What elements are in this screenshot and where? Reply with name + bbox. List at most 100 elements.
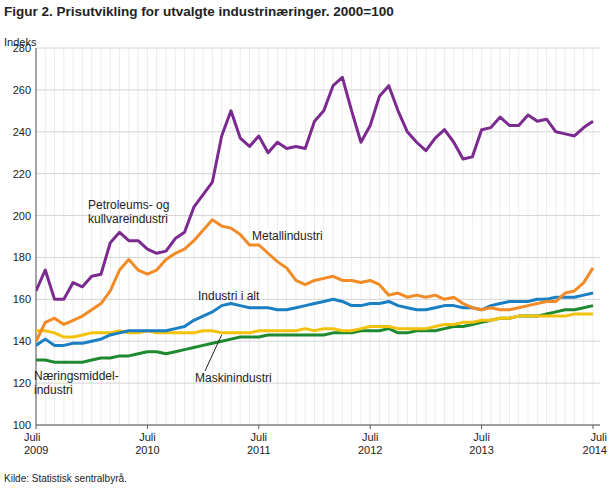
y-grid-line: [36, 173, 600, 174]
x-grid-line: [407, 48, 408, 425]
y-grid-line: [36, 383, 600, 384]
series-label: Petroleums- ogkullvareindustri: [88, 198, 169, 226]
series-label: Metallindustri: [252, 229, 323, 243]
x-tick-label-line: 2010: [135, 444, 159, 456]
x-grid-line: [574, 48, 575, 425]
series-label-line: Maskinindustri: [195, 371, 272, 385]
x-grid-line: [537, 48, 538, 425]
x-tick: [36, 425, 37, 429]
y-grid-line: [36, 425, 600, 426]
series-label: Næringsmiddel-industri: [34, 369, 119, 397]
x-grid-line: [509, 48, 510, 425]
x-tick: [593, 425, 594, 429]
x-tick-label: Juli2009: [24, 431, 48, 456]
x-grid-line: [221, 48, 222, 425]
series-label: Industri i alt: [198, 289, 260, 303]
series-label-line: Næringsmiddel-: [34, 369, 119, 383]
x-grid-line: [175, 48, 176, 425]
x-grid-line: [555, 48, 556, 425]
y-tick-label: 100: [13, 419, 31, 431]
source: Kilde: Statistisk sentralbyrå.: [4, 473, 127, 484]
x-grid-line: [370, 48, 371, 425]
y-grid-line: [36, 131, 600, 132]
x-grid-line: [481, 48, 482, 425]
y-tick-label: 120: [13, 377, 31, 389]
x-grid-line: [546, 48, 547, 425]
y-tick-label: 200: [13, 210, 31, 222]
x-grid-line: [425, 48, 426, 425]
x-grid-line: [472, 48, 473, 425]
x-grid-line: [518, 48, 519, 425]
x-grid-line: [249, 48, 250, 425]
x-grid-line: [528, 48, 529, 425]
series-line: [36, 77, 593, 299]
series-label-line: kullvareindustri: [88, 212, 168, 226]
x-grid-line: [444, 48, 445, 425]
series-label-line: Industri i alt: [198, 289, 260, 303]
x-grid-line: [193, 48, 194, 425]
x-grid-line: [583, 48, 584, 425]
x-grid-line: [138, 48, 139, 425]
series-label-line: Metallindustri: [252, 229, 323, 243]
x-grid-line: [379, 48, 380, 425]
series-line: [36, 220, 593, 341]
x-grid-line: [453, 48, 454, 425]
x-tick-label: Juli2011: [247, 431, 271, 456]
y-tick-label: 240: [13, 126, 31, 138]
x-tick-label: Juli2010: [135, 431, 159, 456]
plot-area: [36, 77, 593, 362]
x-axis-line: [36, 425, 600, 426]
x-grid-line: [128, 48, 129, 425]
x-tick-label-line: Juli: [590, 431, 607, 443]
x-grid-line: [323, 48, 324, 425]
x-grid-line: [565, 48, 566, 425]
x-tick: [370, 425, 371, 429]
x-grid-line: [463, 48, 464, 425]
x-tick-label-line: 2012: [358, 444, 382, 456]
x-tick-label-line: 2014: [583, 444, 607, 456]
x-tick-label-line: 2013: [469, 444, 493, 456]
y-tick-label: 140: [13, 335, 31, 347]
x-tick-label-line: 2009: [24, 444, 48, 456]
x-tick-label: Juli2014: [583, 431, 607, 456]
y-tick-label: 280: [13, 42, 31, 54]
x-tick: [258, 425, 259, 429]
x-tick-label: Juli2012: [358, 431, 382, 456]
title: Figur 2. Prisutvikling for utvalgte indu…: [4, 4, 394, 19]
x-grid-line: [593, 48, 594, 425]
x-grid-line: [416, 48, 417, 425]
y-tick-label: 160: [13, 293, 31, 305]
x-grid-line: [147, 48, 148, 425]
x-grid-line: [212, 48, 213, 425]
x-grid-line: [500, 48, 501, 425]
y-grid-line: [36, 257, 600, 258]
x-grid-line: [119, 48, 120, 425]
x-grid-line: [156, 48, 157, 425]
x-tick-label: Juli2013: [469, 431, 493, 456]
x-grid-line: [398, 48, 399, 425]
x-tick-label-line: Juli: [139, 431, 156, 443]
y-tick-label: 260: [13, 84, 31, 96]
x-tick: [481, 425, 482, 429]
x-grid-line: [165, 48, 166, 425]
x-grid-line: [203, 48, 204, 425]
x-grid-line: [388, 48, 389, 425]
y-grid-line: [36, 89, 600, 90]
x-tick-label-line: Juli: [362, 431, 379, 443]
x-tick-label-line: 2011: [247, 444, 271, 456]
label-leader: [205, 335, 222, 371]
x-grid-line: [342, 48, 343, 425]
x-grid-line: [333, 48, 334, 425]
x-grid-line: [360, 48, 361, 425]
y-tick-label: 220: [13, 168, 31, 180]
x-tick-label-line: Juli: [251, 431, 268, 443]
x-grid-line: [490, 48, 491, 425]
y-grid-line: [36, 48, 600, 49]
x-tick-label-line: Juli: [24, 431, 41, 443]
x-tick-label-line: Juli: [473, 431, 490, 443]
chart: Figur 2. Prisutvikling for utvalgte indu…: [0, 0, 610, 488]
series-label: Maskinindustri: [195, 371, 272, 385]
y-tick-label: 180: [13, 251, 31, 263]
x-grid-line: [435, 48, 436, 425]
y-grid-line: [36, 299, 600, 300]
